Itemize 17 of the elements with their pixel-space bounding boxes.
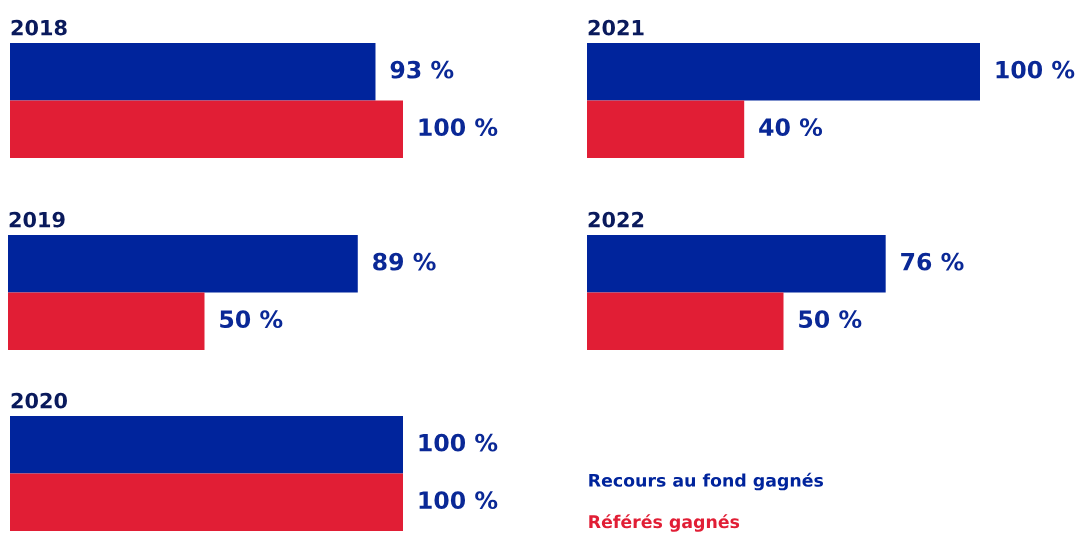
data-label: 76 % [901,252,964,271]
chart-title: 2018 [11,19,67,36]
data-label: 100 % [996,60,1075,79]
data-label: 89 % [373,252,436,271]
chart-title: 2020 [11,392,67,409]
chart-title: 2022 [588,211,644,228]
chart-title: 2021 [588,19,644,36]
text: Référés gagnés [589,514,740,532]
text: Recours au fond gagnés [589,472,824,491]
chart-title: 2019 [9,211,65,228]
data-label: 50 % [220,310,283,329]
data-label: 100 % [419,491,498,510]
data-label: 100 % [419,118,498,137]
data-label: 50 % [799,310,862,329]
data-label: 40 % [759,118,823,137]
data-label: 93 % [390,60,454,79]
data-label: 100 % [419,433,498,452]
